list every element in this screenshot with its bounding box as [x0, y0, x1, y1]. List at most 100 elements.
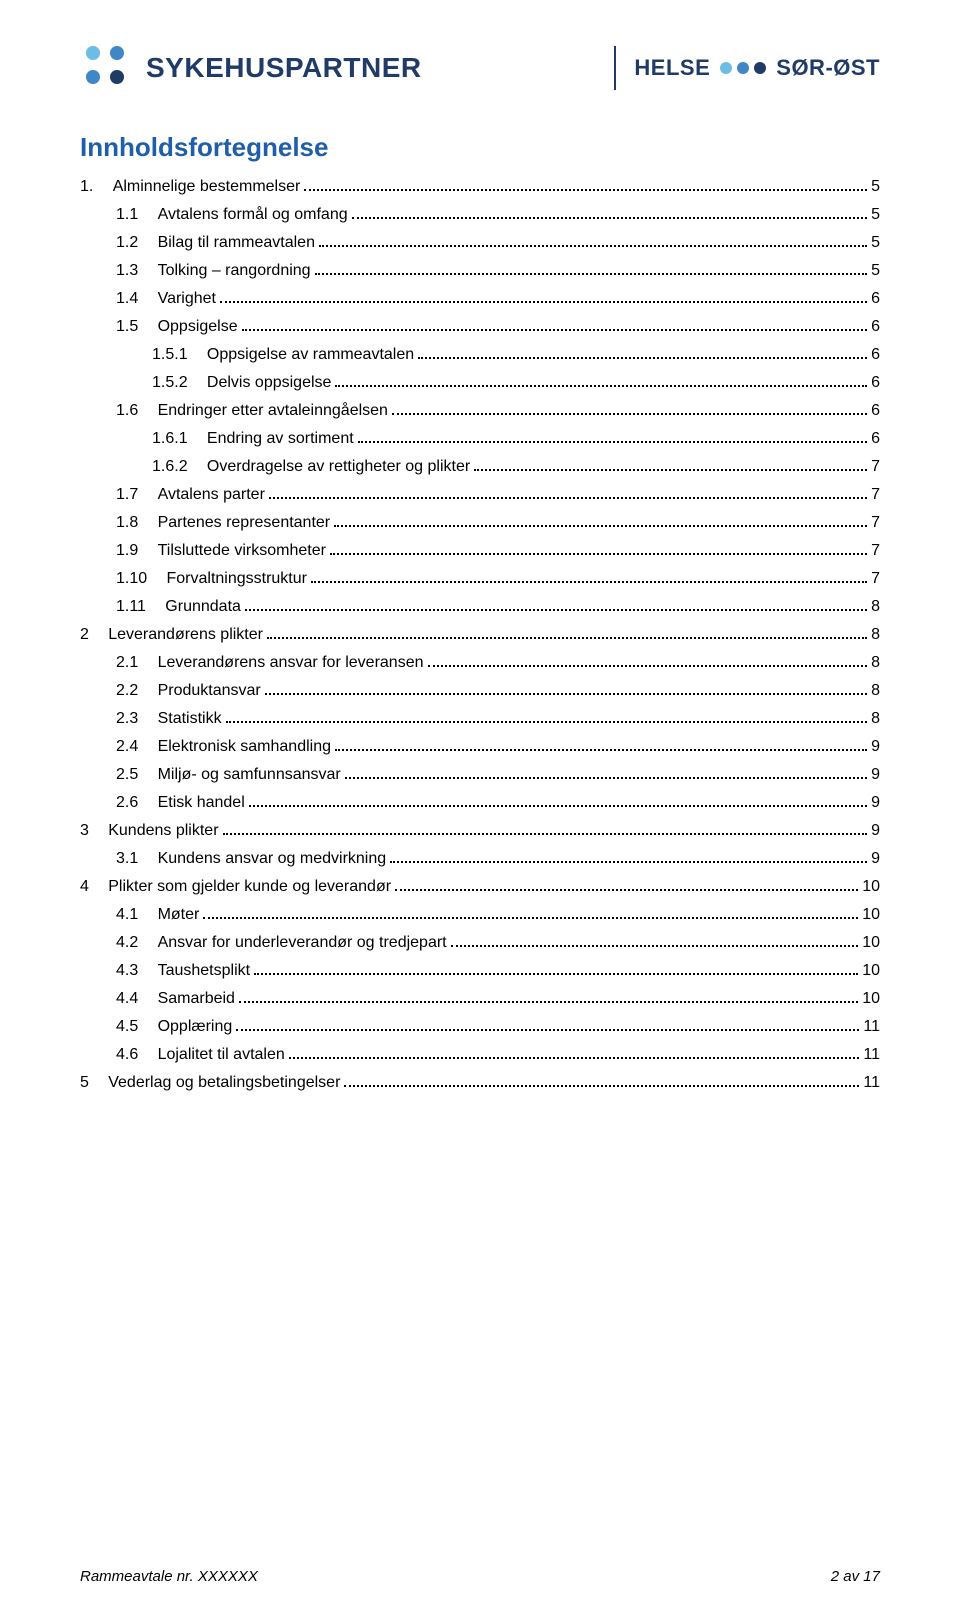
toc-page: 7: [871, 513, 880, 533]
toc-number: 1.5.2: [152, 373, 201, 393]
toc-label: Leverandørens plikter: [108, 625, 263, 645]
leader-dots: [315, 273, 868, 275]
toc-label: Oppsigelse: [158, 317, 238, 337]
leader-dots: [395, 889, 858, 891]
toc-entry[interactable]: 1.2 Bilag til rammeavtalen 5: [80, 233, 880, 253]
toc-label: Plikter som gjelder kunde og leverandør: [108, 877, 391, 897]
leader-dots: [242, 329, 867, 331]
toc-number: 1.1: [116, 205, 152, 225]
toc-page: 8: [871, 653, 880, 673]
toc-entry[interactable]: 1.5 Oppsigelse 6: [80, 317, 880, 337]
leader-dots: [239, 1001, 858, 1003]
toc-label: Opplæring: [158, 1017, 233, 1037]
toc-number: 4.5: [116, 1017, 152, 1037]
toc-label: Elektronisk samhandling: [158, 737, 331, 757]
toc-entry[interactable]: 1.6.1 Endring av sortiment 6: [80, 429, 880, 449]
toc-page: 7: [871, 485, 880, 505]
toc-entry[interactable]: 3 Kundens plikter 9: [80, 821, 880, 841]
toc-page: 8: [871, 681, 880, 701]
leader-dots: [451, 945, 859, 947]
toc-page: 11: [863, 1045, 880, 1065]
toc-page: 10: [862, 877, 880, 897]
toc-entry[interactable]: 2.5 Miljø- og samfunnsansvar 9: [80, 765, 880, 785]
toc-entry[interactable]: 1.4 Varighet 6: [80, 289, 880, 309]
toc-label: Grunndata: [165, 597, 241, 617]
dot-icon: [737, 62, 749, 74]
toc-page: 7: [871, 457, 880, 477]
toc-page: 11: [863, 1017, 880, 1037]
toc-entry[interactable]: 1. Alminnelige bestemmelser 5: [80, 177, 880, 197]
dot-icon: [86, 46, 100, 60]
toc-entry[interactable]: 1.11 Grunndata 8: [80, 597, 880, 617]
toc-entry[interactable]: 1.6 Endringer etter avtaleinngåelsen 6: [80, 401, 880, 421]
toc-page: 7: [871, 569, 880, 589]
toc-entry[interactable]: 2.4 Elektronisk samhandling 9: [80, 737, 880, 757]
toc-entry[interactable]: 3.1 Kundens ansvar og medvirkning 9: [80, 849, 880, 869]
leader-dots: [249, 805, 867, 807]
toc-page: 6: [871, 289, 880, 309]
toc-number: 4.1: [116, 905, 152, 925]
toc-entry[interactable]: 4.2 Ansvar for underleverandør og tredje…: [80, 933, 880, 953]
toc-entry[interactable]: 4.1 Møter 10: [80, 905, 880, 925]
logo-right: HELSE SØR-ØST: [634, 55, 880, 81]
toc-number: 4.6: [116, 1045, 152, 1065]
toc-number: 3.1: [116, 849, 152, 869]
toc-label: Kundens plikter: [108, 821, 218, 841]
toc-number: 1.: [80, 177, 107, 197]
toc-entry[interactable]: 2.1 Leverandørens ansvar for leveransen …: [80, 653, 880, 673]
toc-entry[interactable]: 4.4 Samarbeid 10: [80, 989, 880, 1009]
leader-dots: [269, 497, 867, 499]
leader-dots: [345, 777, 867, 779]
toc-entry[interactable]: 1.5.1 Oppsigelse av rammeavtalen 6: [80, 345, 880, 365]
leader-dots: [392, 413, 867, 415]
toc-entry[interactable]: 2.2 Produktansvar 8: [80, 681, 880, 701]
toc-entry[interactable]: 5 Vederlag og betalingsbetingelser 11: [80, 1073, 880, 1093]
brand-name: SØR-ØST: [776, 55, 880, 81]
toc-page: 9: [871, 765, 880, 785]
toc-entry[interactable]: 4.3 Taushetsplikt 10: [80, 961, 880, 981]
toc-number: 1.5.1: [152, 345, 201, 365]
toc-entry[interactable]: 1.10 Forvaltningsstruktur 7: [80, 569, 880, 589]
toc-entry[interactable]: 1.9 Tilsluttede virksomheter 7: [80, 541, 880, 561]
toc-page: 5: [871, 233, 880, 253]
toc-entry[interactable]: 1.6.2 Overdragelse av rettigheter og pli…: [80, 457, 880, 477]
toc-entry[interactable]: 4 Plikter som gjelder kunde og leverandø…: [80, 877, 880, 897]
toc-label: Miljø- og samfunnsansvar: [158, 765, 341, 785]
leader-dots: [474, 469, 867, 471]
toc-label: Etisk handel: [158, 793, 245, 813]
dot-icon: [86, 70, 100, 84]
toc-number: 2.5: [116, 765, 152, 785]
toc-number: 2: [80, 625, 102, 645]
toc-page: 11: [863, 1073, 880, 1093]
toc-label: Møter: [158, 905, 200, 925]
toc-label: Tolking – rangordning: [158, 261, 311, 281]
leader-dots: [245, 609, 867, 611]
toc-number: 1.2: [116, 233, 152, 253]
toc-page: 7: [871, 541, 880, 561]
page: SYKEHUSPARTNER HELSE SØR-ØST Innholdsfor…: [0, 0, 960, 1619]
toc-label: Forvaltningsstruktur: [166, 569, 307, 589]
toc-entry[interactable]: 4.6 Lojalitet til avtalen 11: [80, 1045, 880, 1065]
toc-page: 10: [862, 961, 880, 981]
leader-dots: [335, 385, 867, 387]
toc-number: 1.5: [116, 317, 152, 337]
toc-entry[interactable]: 1.7 Avtalens parter 7: [80, 485, 880, 505]
toc-entry[interactable]: 1.5.2 Delvis oppsigelse 6: [80, 373, 880, 393]
toc-page: 8: [871, 597, 880, 617]
toc-page: 9: [871, 849, 880, 869]
leader-dots: [335, 749, 867, 751]
toc-entry[interactable]: 2.6 Etisk handel 9: [80, 793, 880, 813]
toc-entry[interactable]: 2 Leverandørens plikter 8: [80, 625, 880, 645]
toc-number: 5: [80, 1073, 102, 1093]
toc-number: 4.2: [116, 933, 152, 953]
leader-dots: [265, 693, 867, 695]
leader-dots: [344, 1085, 859, 1087]
toc-number: 2.2: [116, 681, 152, 701]
toc-entry[interactable]: 2.3 Statistikk 8: [80, 709, 880, 729]
toc-entry[interactable]: 1.3 Tolking – rangordning 5: [80, 261, 880, 281]
toc-entry[interactable]: 1.8 Partenes representanter 7: [80, 513, 880, 533]
toc-entry[interactable]: 1.1 Avtalens formål og omfang 5: [80, 205, 880, 225]
toc-entry[interactable]: 4.5 Opplæring 11: [80, 1017, 880, 1037]
toc-number: 3: [80, 821, 102, 841]
toc-label: Lojalitet til avtalen: [158, 1045, 285, 1065]
